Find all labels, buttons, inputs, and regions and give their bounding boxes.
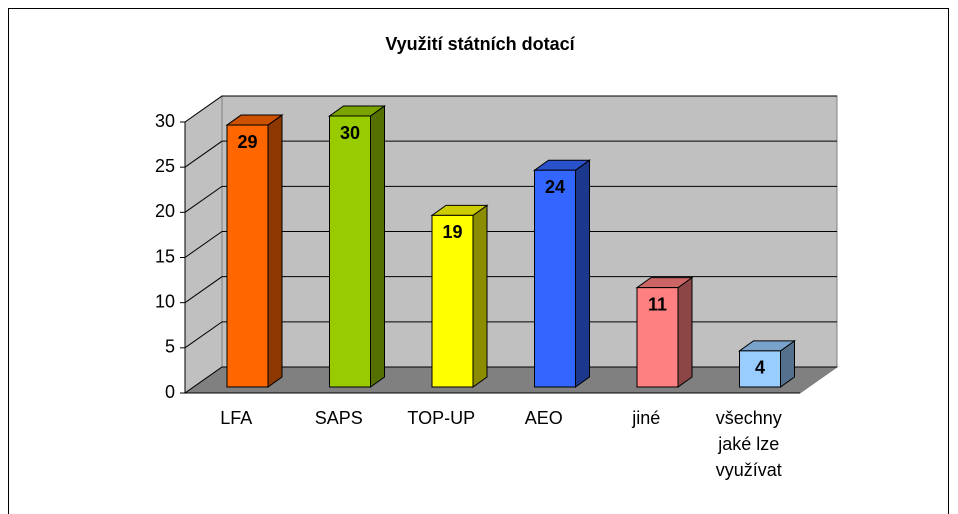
grid-line — [184, 140, 837, 168]
bar — [329, 115, 371, 388]
x-tick-label: SAPS — [314, 408, 363, 428]
y-tick-label: 5 — [165, 337, 175, 357]
value-label: 4 — [755, 358, 765, 378]
value-label: 29 — [237, 132, 257, 152]
x-tick-label: AEO — [524, 408, 563, 428]
x-tick-label: LFA — [220, 408, 253, 428]
bar-side — [677, 276, 693, 388]
bar — [534, 169, 576, 388]
y-tick-label: 0 — [165, 382, 175, 402]
y-tick-label: 30 — [155, 111, 175, 131]
grid-line — [184, 276, 837, 304]
grid-line — [184, 321, 837, 349]
bar — [739, 350, 781, 388]
bar — [636, 287, 679, 388]
value-label: 19 — [442, 222, 462, 242]
grid-line — [184, 231, 837, 258]
bar-side — [370, 105, 385, 388]
y-tick-label: 15 — [155, 246, 175, 266]
x-tick-label: všechny jaké lze využívat — [715, 408, 782, 480]
y-tick-label: 25 — [155, 156, 175, 176]
bar-side — [575, 159, 590, 388]
grid-line — [184, 366, 837, 394]
bar-side — [472, 204, 488, 388]
bar — [226, 124, 269, 388]
y-tick-label: 20 — [155, 201, 175, 221]
value-label: 24 — [545, 177, 565, 197]
value-label: 11 — [648, 294, 667, 314]
y-tick-label: 10 — [155, 291, 175, 311]
grid-line — [184, 185, 837, 213]
bar — [431, 214, 474, 388]
grid-line — [184, 95, 837, 123]
x-tick-label: jiné — [632, 408, 661, 428]
chart-title: Využití státních dotací — [385, 34, 575, 54]
bar-side — [267, 114, 283, 388]
x-tick-label: TOP-UP — [407, 408, 476, 428]
value-label: 30 — [340, 123, 360, 143]
